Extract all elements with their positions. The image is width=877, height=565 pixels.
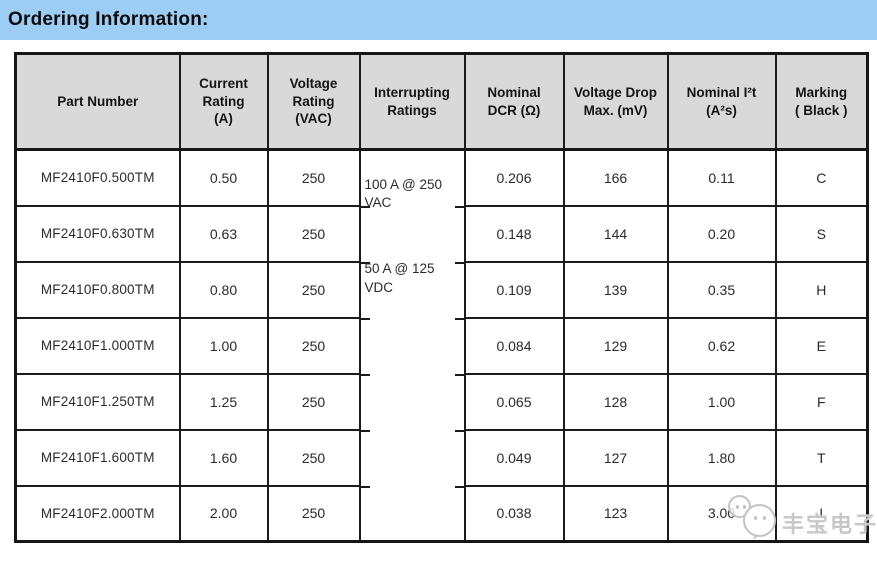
cell-nominal-dcr: 0.148 <box>463 204 565 263</box>
cell-current-rating: 1.00 <box>178 316 269 375</box>
cell-nominal-i2t: 0.35 <box>666 260 777 319</box>
cell-part-number: MF2410F1.000TM <box>14 316 181 375</box>
interrupting-rating-dc: 50 A @ 125 VDC <box>364 261 435 295</box>
interrupting-rating-ac: 100 A @ 250 VAC <box>364 176 443 210</box>
table-row: MF2410F2.000TM 2.00 250 0.038 123 3.00 I <box>14 484 869 543</box>
table-row: MF2410F0.500TM 0.50 250 100 A @ 250 VAC … <box>14 148 869 543</box>
cell-part-number: MF2410F2.000TM <box>14 484 181 543</box>
cell-marking: S <box>774 204 869 263</box>
page-title: Ordering Information: <box>8 9 209 30</box>
cell-nominal-dcr: 0.109 <box>463 260 565 319</box>
table-row: MF2410F0.630TM 0.63 250 0.148 144 0.20 S <box>14 204 869 263</box>
cell-voltage-rating: 250 <box>266 260 361 319</box>
cell-nominal-dcr: 0.206 <box>463 148 565 207</box>
col-header-voltage-drop: Voltage Drop Max. (mV) <box>562 52 669 151</box>
cell-current-rating: 1.25 <box>178 372 269 431</box>
cell-voltage-rating: 250 <box>266 484 361 543</box>
cell-nominal-dcr: 0.049 <box>463 428 565 487</box>
cell-voltage-drop: 123 <box>562 484 669 543</box>
cell-voltage-rating: 250 <box>266 372 361 431</box>
cell-voltage-rating: 250 <box>266 148 361 207</box>
cell-voltage-drop: 166 <box>562 148 669 207</box>
col-header-current-rating: Current Rating (A) <box>178 52 269 151</box>
row-divider-tick <box>360 318 370 320</box>
table-row: MF2410F1.000TM 1.00 250 0.084 129 0.62 E <box>14 316 869 375</box>
header-row: Part Number Current Rating (A) Voltage R… <box>14 52 869 151</box>
row-divider-tick <box>454 206 464 208</box>
cell-part-number: MF2410F0.630TM <box>14 204 181 263</box>
ordering-information-table: Part Number Current Rating (A) Voltage R… <box>14 52 869 543</box>
cell-voltage-rating: 250 <box>266 204 361 263</box>
cell-voltage-rating: 250 <box>266 428 361 487</box>
cell-voltage-drop: 129 <box>562 316 669 375</box>
cell-nominal-dcr: 0.084 <box>463 316 565 375</box>
cell-part-number: MF2410F0.800TM <box>14 260 181 319</box>
row-divider-tick <box>454 318 464 320</box>
cell-part-number: MF2410F1.250TM <box>14 372 181 431</box>
row-divider-tick <box>454 374 464 376</box>
row-divider-tick <box>454 486 464 488</box>
col-header-part-number: Part Number <box>14 52 181 151</box>
row-divider-tick <box>360 262 370 264</box>
col-header-nominal-dcr: Nominal DCR (Ω) <box>463 52 565 151</box>
row-divider-tick <box>360 430 370 432</box>
cell-marking: T <box>774 428 869 487</box>
cell-marking: E <box>774 316 869 375</box>
table-row: MF2410F1.250TM 1.25 250 0.065 128 1.00 F <box>14 372 869 431</box>
table-header: Part Number Current Rating (A) Voltage R… <box>14 52 869 151</box>
cell-marking: H <box>774 260 869 319</box>
table-row: MF2410F0.800TM 0.80 250 0.109 139 0.35 H <box>14 260 869 319</box>
cell-nominal-i2t: 0.62 <box>666 316 777 375</box>
row-divider-tick <box>360 486 370 488</box>
cell-nominal-i2t: 1.00 <box>666 372 777 431</box>
col-header-interrupting: Interrupting Ratings <box>358 52 466 151</box>
cell-marking: I <box>774 484 869 543</box>
col-header-voltage-rating: Voltage Rating (VAC) <box>266 52 361 151</box>
table-body: MF2410F0.500TM 0.50 250 100 A @ 250 VAC … <box>14 148 869 543</box>
row-divider-tick <box>360 206 370 208</box>
col-header-marking: Marking ( Black ) <box>774 52 869 151</box>
cell-part-number: MF2410F0.500TM <box>14 148 181 207</box>
col-header-nominal-i2t: Nominal I²t (A²s) <box>666 52 777 151</box>
cell-voltage-drop: 128 <box>562 372 669 431</box>
table-row: MF2410F1.600TM 1.60 250 0.049 127 1.80 T <box>14 428 869 487</box>
cell-voltage-drop: 139 <box>562 260 669 319</box>
cell-voltage-drop: 144 <box>562 204 669 263</box>
cell-nominal-dcr: 0.038 <box>463 484 565 543</box>
cell-voltage-rating: 250 <box>266 316 361 375</box>
cell-nominal-dcr: 0.065 <box>463 372 565 431</box>
row-divider-tick <box>360 374 370 376</box>
cell-nominal-i2t: 1.80 <box>666 428 777 487</box>
row-divider-tick <box>454 430 464 432</box>
cell-current-rating: 2.00 <box>178 484 269 543</box>
cell-marking: F <box>774 372 869 431</box>
cell-nominal-i2t: 0.11 <box>666 148 777 207</box>
cell-current-rating: 1.60 <box>178 428 269 487</box>
row-divider-tick <box>454 262 464 264</box>
cell-nominal-i2t: 0.20 <box>666 204 777 263</box>
cell-interrupting-ratings-merged: 100 A @ 250 VAC 50 A @ 125 VDC <box>358 148 466 543</box>
cell-nominal-i2t: 3.00 <box>666 484 777 543</box>
cell-marking: C <box>774 148 869 207</box>
cell-part-number: MF2410F1.600TM <box>14 428 181 487</box>
cell-current-rating: 0.80 <box>178 260 269 319</box>
section-title-bar: Ordering Information: <box>0 0 877 40</box>
cell-current-rating: 0.50 <box>178 148 269 207</box>
cell-current-rating: 0.63 <box>178 204 269 263</box>
cell-voltage-drop: 127 <box>562 428 669 487</box>
